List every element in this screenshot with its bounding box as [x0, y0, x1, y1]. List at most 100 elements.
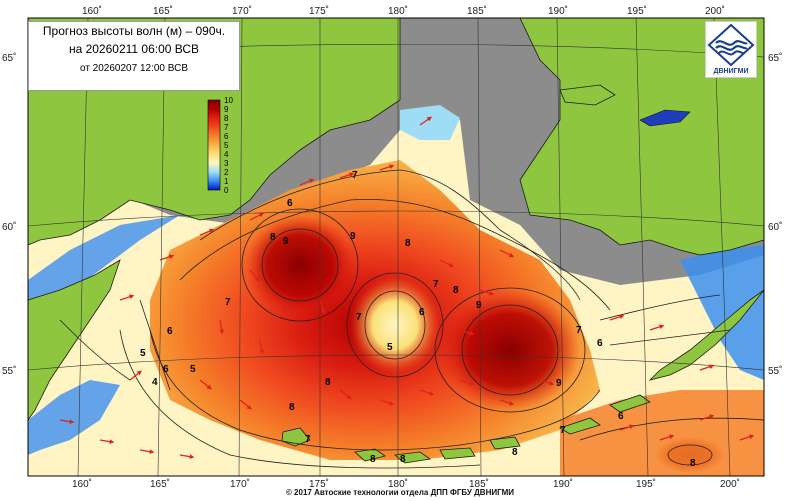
lon-label: 185˚	[467, 5, 487, 17]
lon-label: 190˚	[553, 478, 573, 490]
legend-value: 1	[224, 177, 229, 186]
land-aleutians-5	[559, 417, 601, 435]
lon-label: 200˚	[705, 5, 725, 17]
land-aleutians-2	[394, 451, 432, 464]
contour-label: 8	[690, 458, 696, 469]
wave-max-east	[440, 290, 580, 410]
lon-label: 190˚	[548, 5, 568, 17]
lon-label: 180˚	[388, 5, 408, 17]
logo-text: ДВНИГМИ	[713, 68, 749, 75]
contour-label: 8	[289, 402, 295, 413]
wave-field-south	[560, 390, 764, 476]
forecast-base-time: от 20260207 12:00 ВСВ	[79, 63, 188, 74]
contour-label: 6	[287, 198, 293, 209]
coast-low-waves-north	[400, 105, 460, 140]
lon-label: 170˚	[230, 478, 250, 490]
coast-low-waves-kamchatka	[28, 380, 120, 455]
map-frame	[27, 17, 765, 477]
legend-value: 2	[224, 168, 229, 177]
legend-value: 6	[224, 132, 229, 141]
dvnigmi-logo: ДВНИГМИ	[705, 21, 757, 78]
legend-value: 8	[224, 114, 229, 123]
contour-label: 9	[556, 378, 562, 389]
contour-label: 7	[225, 297, 231, 308]
contour-label: 9	[283, 236, 289, 247]
contour-label: 5	[387, 342, 393, 353]
contour-lines	[59, 169, 765, 469]
lon-label: 160˚	[72, 478, 92, 490]
contour-label: 7	[305, 434, 311, 445]
legend-value: 0	[224, 186, 229, 195]
contour-label: 8	[270, 232, 276, 243]
legend-value: 4	[224, 150, 229, 159]
contour-label: 6	[618, 411, 624, 422]
lat-labels: 65˚ 60˚ 55˚ 65˚ 60˚ 55˚	[2, 52, 782, 377]
contour-label: 8	[405, 238, 411, 249]
lon-label: 195˚	[627, 5, 647, 17]
contour-label: 9	[476, 300, 482, 311]
contour-label: 8	[325, 377, 331, 388]
legend-value: 5	[224, 141, 229, 150]
wave-logo-icon	[707, 23, 755, 67]
lat-label: 55˚	[2, 365, 16, 377]
coast-low-waves-alaska	[680, 245, 764, 380]
graticule	[27, 17, 765, 477]
contour-label: 6	[167, 326, 173, 337]
legend-value: 9	[224, 105, 229, 114]
legend-value: 7	[224, 123, 229, 132]
contour-label: 7	[352, 170, 358, 181]
land-aleutians-4	[489, 436, 521, 450]
lon-label: 165˚	[153, 5, 173, 17]
contour-label: 4	[152, 377, 158, 388]
contour-label: 5	[190, 364, 196, 375]
legend-value: 10	[224, 96, 233, 105]
contour-label: 5	[140, 348, 146, 359]
land-st-lawrence	[559, 84, 616, 106]
lon-labels-bottom: 160˚ 165˚ 170˚ 175˚ 180˚ 185˚ 190˚ 195˚ …	[72, 478, 740, 490]
lon-label: 180˚	[388, 478, 408, 490]
contour-label: 8	[512, 447, 518, 458]
forecast-title-box: Прогноз высоты волн (м) – 090ч. на 20260…	[28, 21, 240, 91]
legend-colorbar	[207, 99, 221, 191]
contour-label: 6	[419, 307, 425, 318]
lat-label: 65˚	[2, 52, 16, 64]
contour-labels: 7 6 8 9 9 8 7 8 7 6 5 9 7 6 5 6 5 4 8 8 …	[140, 170, 696, 469]
land-kamchatka	[27, 259, 121, 422]
land-aleutians-3	[439, 447, 476, 460]
contour-label: 7	[560, 425, 566, 436]
copyright-footer: © 2017 Автоские технологии отдела ДПП ФГ…	[285, 488, 515, 497]
land-komandorsky	[281, 427, 311, 447]
legend-value: 3	[224, 159, 229, 168]
wave-max-west	[245, 215, 355, 315]
land-aleutians-6	[609, 394, 651, 413]
lon-label: 170˚	[232, 5, 252, 17]
wave-min-center	[350, 277, 440, 373]
contour-label: 8	[370, 454, 376, 465]
lat-label: 60˚	[2, 221, 16, 233]
lon-label: 195˚	[636, 478, 656, 490]
lon-labels-top: 160˚ 165˚ 170˚ 175˚ 180˚ 185˚ 190˚ 195˚ …	[82, 5, 725, 17]
lon-label: 175˚	[309, 478, 329, 490]
contour-label: 6	[163, 364, 169, 375]
land-alaska	[519, 17, 765, 256]
contour-label: 7	[356, 312, 362, 323]
contour-label: 9	[350, 231, 356, 242]
contour-label: 6	[597, 338, 603, 349]
lat-label: 65˚	[768, 52, 782, 64]
lon-label: 185˚	[469, 478, 489, 490]
forecast-title: Прогноз высоты волн (м) – 090ч.	[42, 24, 226, 38]
lake-alaska	[639, 109, 691, 127]
contour-label: 7	[433, 279, 439, 290]
contour-label: 8	[453, 285, 459, 296]
contour-label: 7	[576, 325, 582, 336]
lon-label: 165˚	[150, 478, 170, 490]
forecast-valid-time: на 20260211 06:00 ВСВ	[68, 42, 200, 56]
lat-label: 55˚	[768, 365, 782, 377]
land	[27, 17, 765, 464]
lon-label: 200˚	[720, 478, 740, 490]
lat-label: 60˚	[768, 221, 782, 233]
land-alaska-peninsula	[648, 289, 765, 381]
contour-label: 8	[400, 454, 406, 465]
lon-label: 160˚	[82, 5, 102, 17]
